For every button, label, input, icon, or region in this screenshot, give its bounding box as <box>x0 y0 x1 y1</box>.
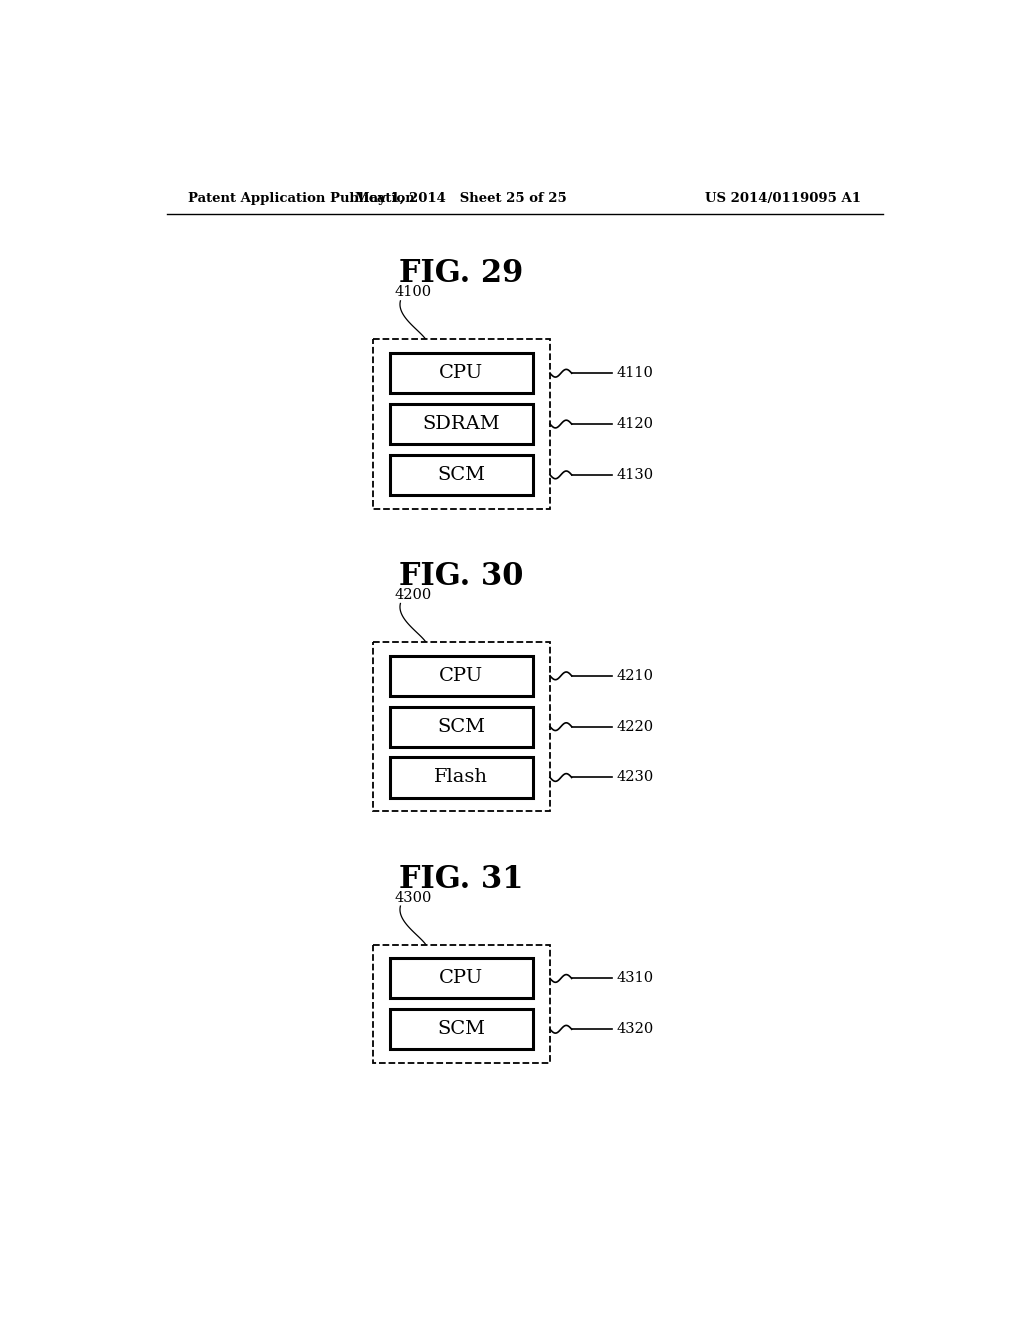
Text: CPU: CPU <box>439 667 483 685</box>
Text: 4100: 4100 <box>394 285 431 300</box>
Bar <box>389 706 532 747</box>
Text: FIG. 29: FIG. 29 <box>399 259 523 289</box>
Bar <box>389 354 532 393</box>
Text: Patent Application Publication: Patent Application Publication <box>188 191 415 205</box>
Bar <box>389 656 532 696</box>
Text: 4230: 4230 <box>616 771 654 784</box>
Text: SCM: SCM <box>437 718 485 735</box>
Bar <box>389 455 532 495</box>
Text: 4310: 4310 <box>616 972 653 986</box>
Text: CPU: CPU <box>439 969 483 987</box>
Text: US 2014/0119095 A1: US 2014/0119095 A1 <box>706 191 861 205</box>
Text: 4320: 4320 <box>616 1022 654 1036</box>
Bar <box>373 339 550 508</box>
Bar <box>373 945 550 1063</box>
Text: SDRAM: SDRAM <box>423 414 500 433</box>
Text: 4120: 4120 <box>616 417 653 432</box>
Text: 4200: 4200 <box>394 587 431 602</box>
Text: FIG. 30: FIG. 30 <box>399 561 523 593</box>
Text: 4210: 4210 <box>616 669 653 682</box>
Text: SCM: SCM <box>437 466 485 484</box>
Text: 4130: 4130 <box>616 467 653 482</box>
Bar <box>389 404 532 444</box>
Text: Flash: Flash <box>434 768 488 787</box>
Bar <box>373 642 550 812</box>
Bar <box>389 958 532 998</box>
Bar <box>389 758 532 797</box>
Bar <box>389 1010 532 1049</box>
Text: CPU: CPU <box>439 364 483 383</box>
Text: 4220: 4220 <box>616 719 653 734</box>
Text: May 1, 2014   Sheet 25 of 25: May 1, 2014 Sheet 25 of 25 <box>355 191 567 205</box>
Text: SCM: SCM <box>437 1020 485 1039</box>
Text: 4300: 4300 <box>394 891 431 904</box>
Text: FIG. 31: FIG. 31 <box>399 863 523 895</box>
Text: 4110: 4110 <box>616 366 653 380</box>
